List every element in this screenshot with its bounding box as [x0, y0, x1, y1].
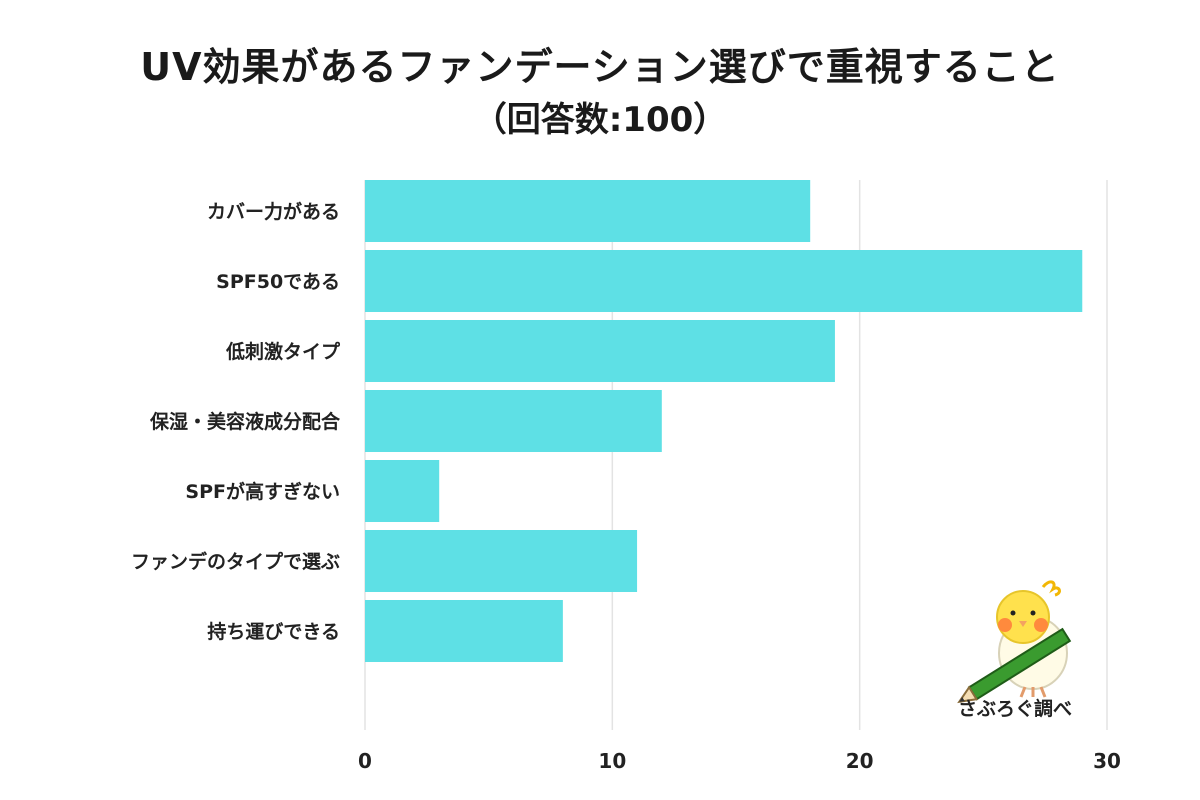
bar	[365, 530, 638, 592]
bird-with-pencil-icon	[957, 580, 1072, 704]
bar	[365, 320, 835, 382]
category-label: 保湿・美容液成分配合	[149, 410, 341, 433]
x-tick-label: 30	[1093, 749, 1121, 773]
chart-subtitle: （回答数:100）	[472, 100, 728, 140]
source-label: さぶろぐ調べ	[957, 698, 1072, 720]
category-label: SPFが高すぎない	[185, 480, 340, 503]
x-tick-label: 10	[598, 749, 626, 773]
x-tick-label: 0	[358, 749, 372, 773]
bar	[365, 390, 662, 452]
x-tick-label: 20	[846, 749, 874, 773]
category-label: カバー力がある	[207, 200, 340, 223]
chart-title: UV効果があるファンデーション選びで重視すること	[140, 45, 1060, 89]
bar	[365, 250, 1083, 312]
bar	[365, 180, 811, 242]
category-label: ファンデのタイプで選ぶ	[131, 550, 340, 573]
category-label: SPF50である	[216, 271, 340, 293]
bar	[365, 600, 563, 662]
category-label: 持ち運びできる	[207, 620, 340, 643]
category-label: 低刺激タイプ	[225, 340, 341, 363]
bar	[365, 460, 440, 522]
